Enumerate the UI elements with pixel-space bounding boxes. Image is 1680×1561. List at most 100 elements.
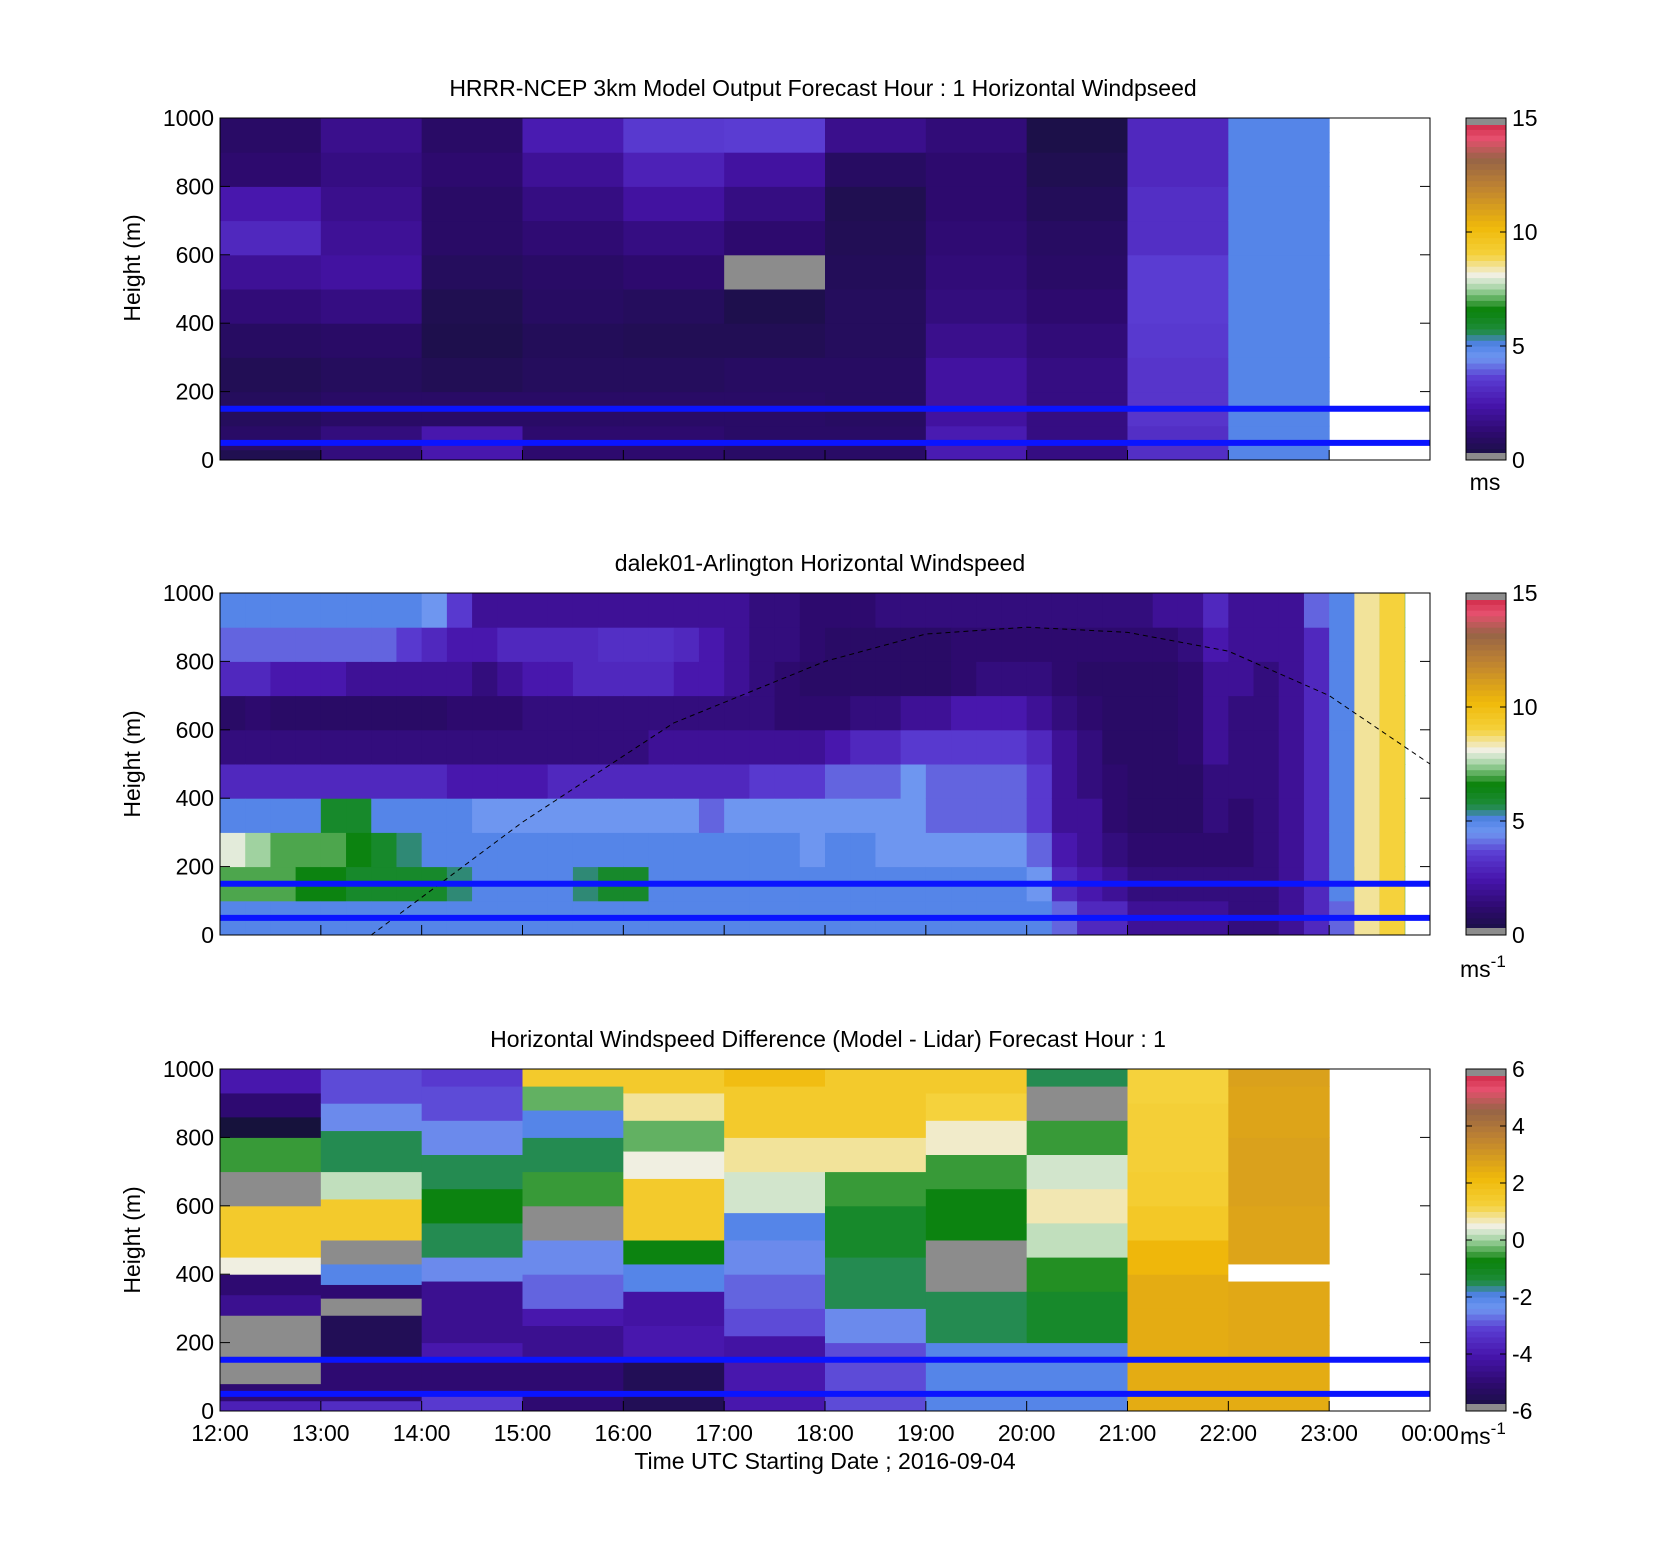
- heatmap-cell: [320, 1315, 423, 1361]
- colorbar-swatch: [1466, 672, 1506, 679]
- heatmap-cell: [1051, 627, 1078, 662]
- heatmap-cell: [774, 832, 801, 868]
- colorbar-under: [1466, 928, 1506, 935]
- colorbar-swatch: [1466, 374, 1506, 381]
- heatmap-cell: [1127, 661, 1154, 697]
- panel-difference-colorbar: -6 -4 -2 0 2 4 6: [1465, 1056, 1533, 1424]
- heatmap-cell: [270, 832, 297, 868]
- colorbar-swatch: [1466, 1228, 1506, 1235]
- heatmap-cell: [1026, 695, 1053, 731]
- colorbar-swatch: [1466, 1331, 1506, 1338]
- colorbar-swatch: [1466, 1388, 1506, 1395]
- colorbar-swatch: [1466, 1382, 1506, 1389]
- heatmap-cell: [1152, 695, 1179, 731]
- colorbar-swatch: [1466, 1308, 1506, 1315]
- heatmap-cell: [320, 118, 423, 153]
- colorbar-swatch: [1466, 832, 1506, 839]
- colorbar-swatch: [1466, 667, 1506, 674]
- heatmap-cell: [825, 1308, 927, 1344]
- heatmap-cell: [900, 627, 927, 662]
- colorbar-swatch: [1466, 1097, 1506, 1104]
- heatmap-cell: [1228, 289, 1330, 324]
- heatmap-cell: [572, 832, 599, 868]
- heatmap-cell: [220, 593, 246, 628]
- heatmap-cell: [925, 118, 1028, 153]
- colorbar-swatch: [1466, 1171, 1506, 1178]
- heatmap-cell: [1001, 627, 1028, 662]
- heatmap-cell: [1026, 220, 1128, 256]
- heatmap-cell: [421, 1359, 523, 1391]
- heatmap-cell: [875, 729, 902, 765]
- heatmap-cell: [1026, 1342, 1128, 1412]
- colorbar-swatch: [1466, 1376, 1506, 1383]
- heatmap-cell: [220, 1069, 322, 1094]
- colorbar-swatch: [1466, 758, 1506, 765]
- colorbar-swatch: [1466, 192, 1506, 199]
- heatmap-cell: [220, 186, 322, 222]
- heatmap-cell: [320, 1298, 423, 1316]
- heatmap-cell: [1177, 729, 1204, 765]
- heatmap-cell: [724, 323, 826, 358]
- colorbar-swatch: [1466, 346, 1506, 353]
- heatmap-cell: [572, 798, 599, 833]
- heatmap-cell: [446, 593, 473, 628]
- colorbar-swatch: [1466, 186, 1506, 193]
- heatmap-cell: [648, 695, 675, 731]
- heatmap-cell: [825, 764, 851, 799]
- heatmap-cell: [421, 1342, 523, 1361]
- heatmap-cell: [421, 220, 523, 256]
- heatmap-cell: [270, 661, 297, 697]
- colorbar-swatch: [1466, 598, 1506, 605]
- heatmap-cell: [220, 425, 322, 451]
- x-tick-label: 23:00: [1300, 1420, 1358, 1446]
- heatmap-cell: [875, 798, 902, 833]
- heatmap-cell: [371, 832, 397, 868]
- heatmap-cell: [1253, 798, 1280, 833]
- heatmap-cell: [522, 729, 549, 765]
- colorbar-swatch: [1466, 209, 1506, 216]
- heatmap-cell: [1051, 764, 1078, 799]
- colorbar-swatch: [1466, 1393, 1506, 1401]
- heatmap-cell: [1102, 661, 1128, 697]
- heatmap-cell: [446, 695, 473, 731]
- colorbar-swatch: [1466, 437, 1506, 444]
- colorbar-swatch: [1466, 140, 1506, 147]
- heatmap-cell: [522, 118, 624, 153]
- heatmap-cell: [749, 832, 776, 868]
- heatmap-cell: [976, 832, 1002, 868]
- heatmap-cell: [976, 593, 1002, 628]
- colorbar-swatch: [1466, 1279, 1506, 1287]
- colorbar-swatch: [1466, 328, 1506, 336]
- colorbar-swatch: [1466, 380, 1506, 387]
- heatmap-cell: [497, 798, 523, 833]
- heatmap-cell: [295, 695, 322, 731]
- heatmap-cell: [522, 764, 549, 799]
- colorbar-swatch: [1466, 271, 1506, 279]
- heatmap-cell: [925, 1092, 1028, 1121]
- colorbar-swatch: [1466, 923, 1506, 930]
- colorbar-swatch: [1466, 1160, 1506, 1167]
- colorbar-tick-label: 5: [1512, 333, 1525, 359]
- heatmap-cell: [749, 798, 776, 833]
- heatmap-cell: [1102, 627, 1128, 662]
- heatmap-cell: [472, 832, 498, 868]
- colorbar-swatch: [1466, 1268, 1506, 1275]
- heatmap-cell: [1102, 798, 1128, 833]
- heatmap-cell: [673, 695, 700, 731]
- heatmap-cell: [1077, 627, 1103, 662]
- heatmap-cell: [1278, 798, 1305, 833]
- heatmap-cell: [1026, 1120, 1128, 1155]
- colorbar-over: [1466, 118, 1506, 125]
- heatmap-cell: [522, 1325, 624, 1361]
- heatmap-cell: [598, 832, 624, 868]
- heatmap-cell: [1102, 729, 1128, 765]
- colorbar-swatch: [1466, 226, 1506, 233]
- heatmap-cell: [1329, 798, 1355, 833]
- colorbar-tick-label: 15: [1512, 105, 1538, 131]
- heatmap-cell: [346, 661, 372, 697]
- colorbar-swatch: [1466, 798, 1506, 805]
- colorbar-swatch: [1466, 627, 1506, 634]
- heatmap-cell: [1228, 627, 1255, 662]
- heatmap-cell: [724, 152, 826, 187]
- heatmap-cell: [1203, 627, 1229, 662]
